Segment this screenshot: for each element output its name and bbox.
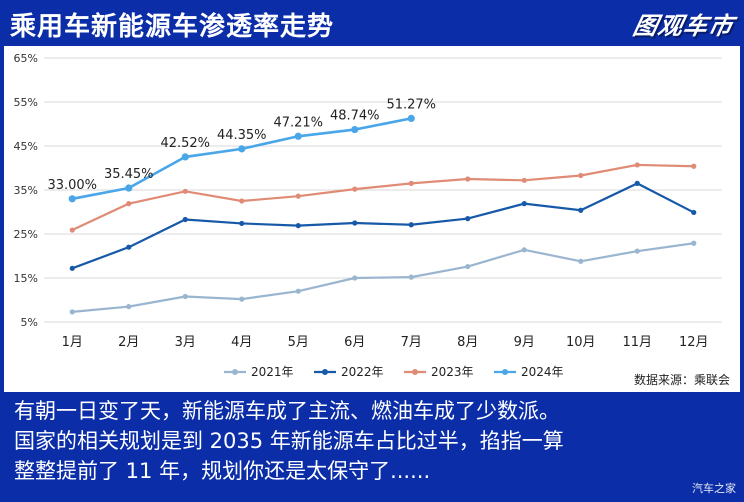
- x-tick-label: 11月: [622, 335, 652, 350]
- y-tick-label: 15%: [14, 272, 38, 285]
- data-point: [68, 195, 76, 203]
- data-point: [352, 220, 358, 226]
- data-point: [408, 274, 414, 280]
- data-point: [521, 177, 527, 183]
- x-tick-label: 4月: [231, 335, 252, 350]
- chart-panel: 5% 15% 25% 35% 45% 55% 65% 1月 2月 3月 4月 5月 6月 7月 8月 9月 10…: [4, 46, 740, 392]
- y-tick-label: 35%: [14, 184, 38, 197]
- data-point: [578, 258, 584, 264]
- data-point: [182, 188, 188, 194]
- data-point: [634, 162, 640, 168]
- data-point: [691, 163, 697, 169]
- source-note: 数据来源：乘联会: [633, 373, 730, 387]
- y-tick-label: 55%: [14, 96, 38, 109]
- caption-line-1: 有朝一日变了天，新能源车成了主流、燃油车成了少数派。: [14, 399, 560, 423]
- x-tick-label: 3月: [175, 335, 196, 350]
- legend-marker: [502, 369, 508, 375]
- data-point: [294, 132, 302, 140]
- data-point: [126, 201, 132, 207]
- y-tick-label: 25%: [14, 228, 38, 241]
- data-point: [634, 248, 640, 254]
- data-point: [126, 304, 132, 310]
- data-point: [408, 180, 414, 186]
- data-label: 35.45%: [104, 167, 154, 182]
- x-tick-label: 6月: [344, 335, 365, 350]
- data-point: [125, 184, 133, 192]
- data-point: [465, 176, 471, 182]
- x-tick-label: 8月: [457, 335, 478, 350]
- legend-label: 2024年: [521, 365, 564, 379]
- data-point: [126, 244, 132, 250]
- watermark: 汽车之家: [692, 482, 736, 495]
- data-point: [69, 227, 75, 233]
- y-tick-label: 5%: [21, 316, 38, 329]
- x-tick-label: 5月: [288, 335, 309, 350]
- data-point: [634, 180, 640, 186]
- data-label: 47.21%: [273, 115, 323, 130]
- brand-logo: 图观车市: [630, 12, 737, 40]
- data-point: [238, 145, 246, 153]
- legend-marker: [232, 369, 238, 375]
- x-tick-label: 1月: [62, 335, 83, 350]
- data-point: [239, 198, 245, 204]
- data-point: [407, 114, 415, 123]
- data-point: [578, 172, 584, 179]
- x-tick-label: 12月: [679, 335, 709, 350]
- caption-box: 有朝一日变了天，新能源车成了主流、燃油车成了少数派。 国家的相关规划是到 203…: [0, 392, 744, 502]
- data-point: [69, 309, 75, 315]
- data-point: [182, 293, 188, 300]
- legend-marker: [412, 369, 418, 375]
- line-chart: 5% 15% 25% 35% 45% 55% 65% 1月 2月 3月 4月 5月 6月 7月 8月 9月 10…: [14, 52, 722, 379]
- data-point: [352, 275, 358, 281]
- data-point: [352, 186, 358, 192]
- data-point: [351, 125, 359, 134]
- data-point: [239, 296, 245, 302]
- header: 乘用车新能源车渗透率走势 图观车市: [0, 0, 744, 46]
- legend-label: 2021年: [251, 365, 294, 379]
- data-label: 48.74%: [330, 109, 380, 124]
- x-tick-label: 10月: [566, 335, 596, 350]
- y-tick-label: 45%: [14, 140, 38, 153]
- data-point: [521, 247, 527, 253]
- data-point: [295, 193, 301, 199]
- legend-marker: [322, 369, 328, 375]
- x-tick-label: 7月: [401, 335, 422, 350]
- data-point: [521, 201, 527, 207]
- data-point: [239, 220, 245, 227]
- x-tick-label: 2月: [118, 335, 139, 350]
- series-line-2023年: [71, 163, 694, 232]
- data-point: [408, 222, 414, 228]
- data-point: [465, 216, 471, 222]
- x-tick-label: 9月: [514, 335, 535, 350]
- data-point: [181, 153, 189, 161]
- data-point: [69, 265, 75, 271]
- legend-label: 2022年: [341, 365, 384, 379]
- data-point: [691, 240, 697, 246]
- data-point: [465, 263, 471, 270]
- y-tick-label: 65%: [14, 52, 38, 65]
- legend-label: 2023年: [431, 365, 474, 379]
- series-line-2021年: [72, 242, 694, 313]
- page-title: 乘用车新能源车渗透率走势: [10, 12, 335, 42]
- caption-line-2: 国家的相关规划是到 2035 年新能源车占比过半，掐指一算: [14, 429, 564, 453]
- caption-line-3: 整整提前了 11 年，规划你还是太保守了......: [14, 459, 431, 483]
- data-point: [691, 209, 697, 216]
- series-line-2022年: [71, 182, 695, 270]
- data-point: [295, 288, 301, 294]
- data-label: 51.27%: [386, 97, 436, 112]
- data-point: [578, 207, 584, 213]
- data-point: [182, 216, 188, 223]
- data-label: 33.00%: [47, 178, 97, 193]
- data-label: 44.35%: [217, 128, 267, 143]
- data-label: 42.52%: [160, 136, 210, 151]
- data-point: [295, 223, 301, 229]
